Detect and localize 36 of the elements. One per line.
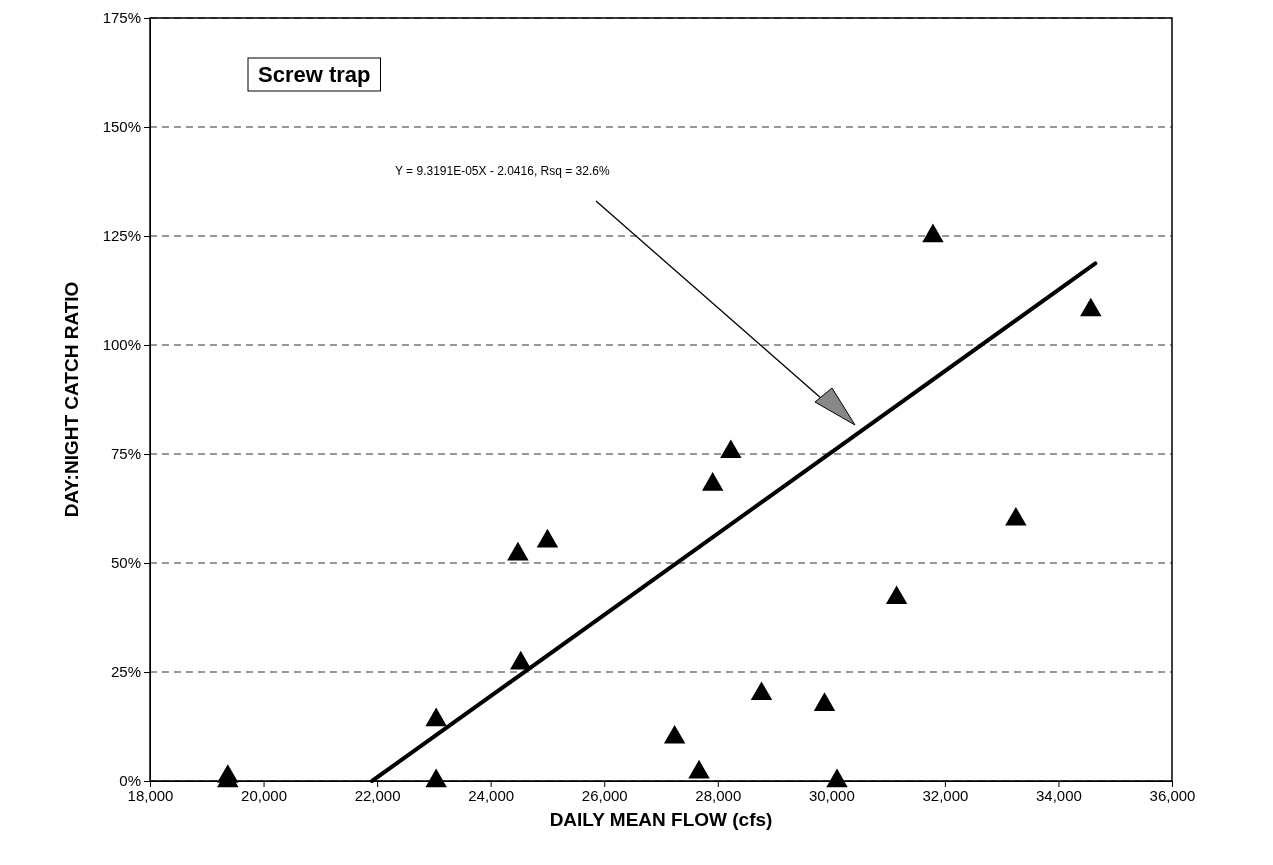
point [826,768,848,788]
x-axis-title: DAILY MEAN FLOW (cfs) [549,809,773,830]
point [1080,297,1102,317]
x-tick-label: 32,000 [922,786,969,804]
point [1005,506,1027,526]
x-tick-label: 28,000 [695,786,742,804]
point [688,759,710,779]
annotation: Screw trap [258,62,371,87]
x-tick-label: 36,000 [1149,786,1196,804]
point [750,681,773,700]
y-tick-label: 75% [110,445,141,463]
point [813,692,836,711]
point [425,707,447,727]
y-tick-label: 175% [102,9,141,27]
x-tick-label: 24,000 [468,786,515,804]
point [922,223,944,243]
point [536,528,559,548]
point [507,541,529,561]
x-tick-label: 30,000 [808,786,855,804]
x-tick-label: 20,000 [241,786,287,804]
y-tick-label: 125% [102,227,141,245]
y-tick-label: 150% [102,118,141,136]
y-tick-label: 50% [110,554,141,572]
point [701,472,724,491]
annotation: Y = 9.3191E-05X - 2.0416, Rsq = 32.6% [395,164,610,178]
x-tick-label: 34,000 [1036,786,1082,804]
y-tick-label: 25% [110,663,141,681]
point [510,650,532,670]
point [425,768,447,788]
point [663,724,686,744]
y-tick-label: 100% [102,336,141,354]
x-tick-label: 22,000 [354,786,401,804]
point [720,439,742,459]
y-axis-title: DAY:NIGHT CATCH RATIO [61,281,82,518]
point [885,585,908,605]
x-tick-label: 26,000 [581,786,628,804]
